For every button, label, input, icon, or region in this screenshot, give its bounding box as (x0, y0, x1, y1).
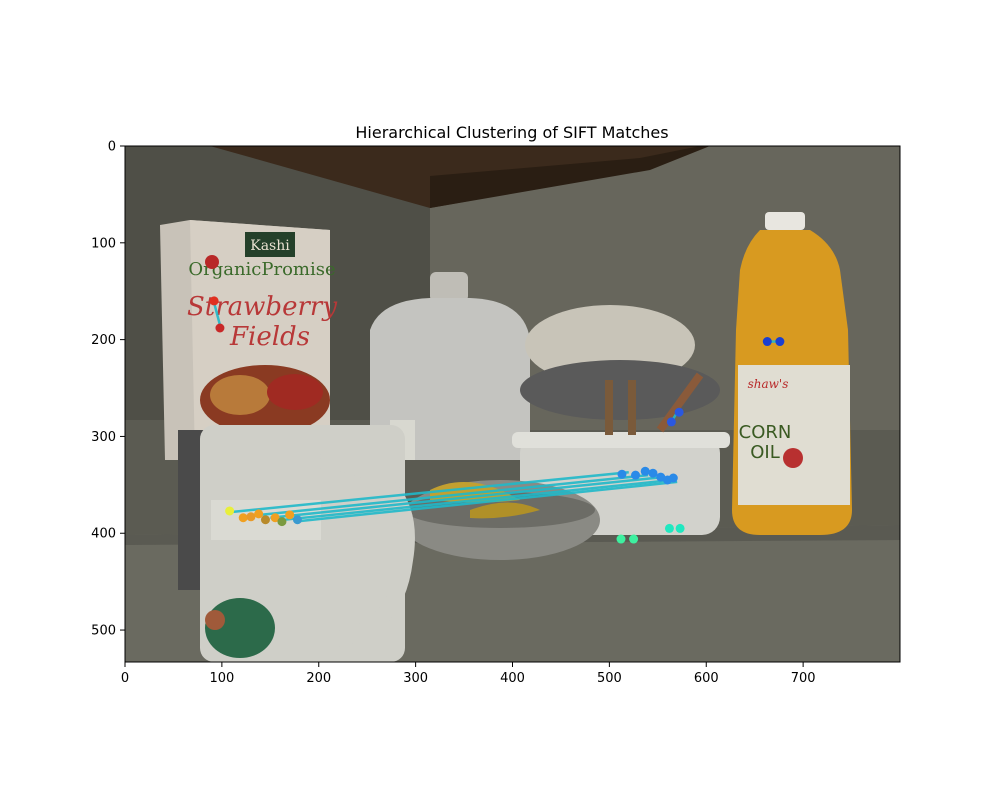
y-tick-label: 200 (91, 333, 116, 348)
keypoint (666, 417, 676, 427)
match-line (294, 480, 678, 523)
keypoint (238, 513, 248, 523)
keypoint (270, 513, 280, 523)
match-line (270, 475, 663, 519)
photo: Kashi OrganicPromise Strawberry Fields (124, 145, 901, 663)
keypoint (292, 515, 302, 525)
x-tick-label: 400 (500, 671, 525, 686)
keypoint (285, 510, 295, 520)
keypoint (254, 509, 264, 519)
figure-title: Hierarchical Clustering of SIFT Matches (355, 123, 668, 142)
oil-bottle: shaw's CORN OIL (732, 212, 852, 535)
x-axis: 0 100 200 300 400 500 600 700 (121, 662, 816, 686)
keypoint (629, 534, 639, 544)
keypoint (246, 512, 256, 522)
keypoint (277, 517, 287, 527)
keypoint (209, 296, 219, 306)
bottle-line1: CORN (739, 422, 792, 443)
keypoint (675, 523, 685, 533)
cereal-box: Kashi OrganicPromise Strawberry Fields (160, 220, 337, 460)
keypoint (656, 472, 666, 482)
x-tick-label: 500 (597, 671, 622, 686)
match-line (231, 471, 629, 514)
keypoint (631, 470, 641, 480)
bottle-line2: OIL (750, 442, 780, 463)
y-tick-label: 100 (91, 236, 116, 251)
keypoint (617, 469, 627, 479)
keypoint (674, 407, 684, 417)
y-tick-label: 400 (91, 527, 116, 542)
y-tick-label: 0 (108, 140, 116, 155)
box-line1: OrganicPromise (188, 259, 335, 280)
y-tick-label: 500 (91, 624, 116, 639)
x-tick-label: 0 (121, 671, 129, 686)
box-brand: Kashi (250, 238, 290, 254)
x-tick-label: 600 (694, 671, 719, 686)
keypoint (616, 534, 626, 544)
keypoint (215, 323, 225, 333)
x-tick-label: 300 (403, 671, 428, 686)
x-tick-label: 100 (209, 671, 234, 686)
x-tick-label: 700 (791, 671, 816, 686)
keypoint (260, 515, 270, 525)
box-line3: Fields (229, 322, 310, 352)
keypoint (640, 466, 650, 476)
mug (178, 425, 415, 662)
match-line (212, 302, 222, 326)
keypoint (664, 523, 674, 533)
match-lines (212, 302, 780, 523)
x-tick-label: 200 (306, 671, 331, 686)
keypoint (668, 473, 678, 483)
keypoints (209, 296, 785, 544)
y-tick-label: 300 (91, 430, 116, 445)
bottle-brand: shaw's (748, 377, 789, 391)
y-axis: 0 100 200 300 400 500 (91, 140, 125, 639)
match-line (284, 478, 673, 521)
keypoint (648, 468, 658, 478)
keypoint (225, 506, 235, 516)
keypoint (775, 337, 785, 347)
match-line (250, 473, 649, 518)
box-line2: Strawberry (187, 292, 337, 322)
keypoint (762, 337, 772, 347)
